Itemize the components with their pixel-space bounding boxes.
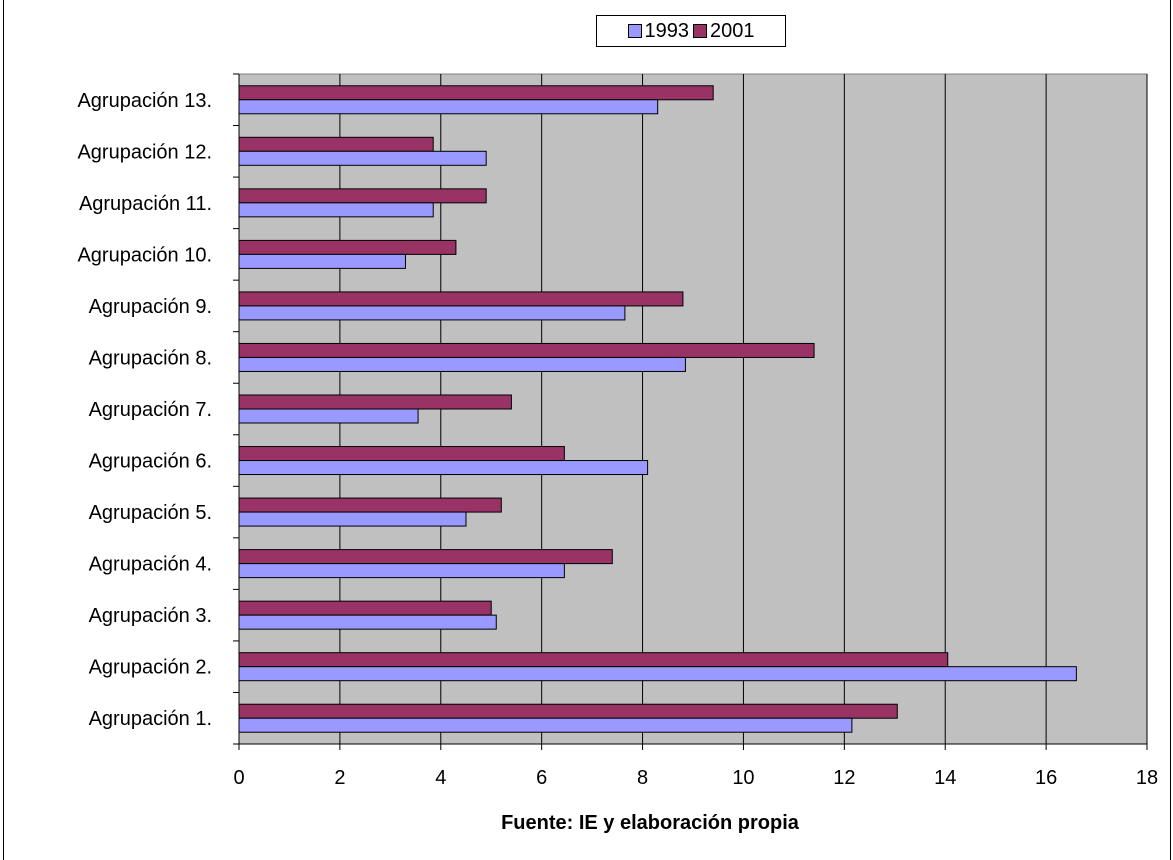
bar-2001 [238,600,492,616]
bar-1993 [238,99,659,115]
category-label: Agrupación 12. [77,141,212,163]
x-tick-label: 14 [934,767,956,789]
bar-1993 [238,408,419,424]
bar-2001 [238,136,434,152]
category-label: Agrupación 9. [89,296,212,318]
x-tick-label: 6 [536,767,547,789]
legend-item-2001: 2001 [693,20,755,43]
bar-2001 [238,549,613,565]
category-label: Agrupación 3. [89,605,212,627]
bar-2001 [238,703,898,719]
bar-1993 [238,614,497,630]
x-tick-label: 18 [1136,767,1158,789]
bar-2001 [238,85,714,101]
category-label: Agrupación 13. [77,90,212,112]
bar-1993 [238,460,649,476]
bar-2001 [238,291,684,307]
x-tick-label: 2 [334,767,345,789]
bar-2001 [238,497,502,513]
bar-1993 [238,305,626,321]
bar-2001 [238,188,487,204]
category-label: Agrupación 1. [89,708,212,730]
bar-1993 [238,253,406,269]
category-label: Agrupación 6. [89,451,212,473]
category-label: Agrupación 8. [89,347,212,369]
category-label: Agrupación 2. [89,657,212,679]
bar-2001 [238,394,512,410]
bar-1993 [238,666,1077,682]
legend-swatch-1993 [627,24,642,38]
x-tick-label: 16 [1035,767,1057,789]
frame-border-left [3,0,4,860]
bar-2001 [238,239,457,255]
frame-border-right [1170,0,1171,860]
x-tick-label: 8 [637,767,648,789]
x-tick-label: 4 [435,767,446,789]
bar-2001 [238,652,949,668]
bar-1993 [238,511,467,527]
category-label: Agrupación 4. [89,554,212,576]
x-tick-label: 10 [732,767,754,789]
source-caption: Fuente: IE y elaboración propia [501,812,799,834]
bar-1993 [238,356,686,372]
category-label: Agrupación 11. [79,193,212,215]
bar-1993 [238,717,853,733]
bar-2001 [238,446,565,462]
x-tick-label: 12 [833,767,855,789]
bar-1993 [238,150,487,166]
x-tick-label: 0 [233,767,244,789]
bar-1993 [238,563,565,579]
legend-swatch-2001 [693,24,707,38]
category-label: Agrupación 10. [77,244,212,266]
bar-1993 [238,202,434,218]
legend-item-1993: 1993 [627,19,690,43]
legend-label-2001: 2001 [710,19,755,42]
category-label: Agrupación 7. [89,399,212,421]
legend-label-1993: 1993 [644,19,690,42]
legend: 1993 2001 [596,15,786,47]
bar-2001 [238,342,815,358]
category-label: Agrupación 5. [89,502,212,524]
